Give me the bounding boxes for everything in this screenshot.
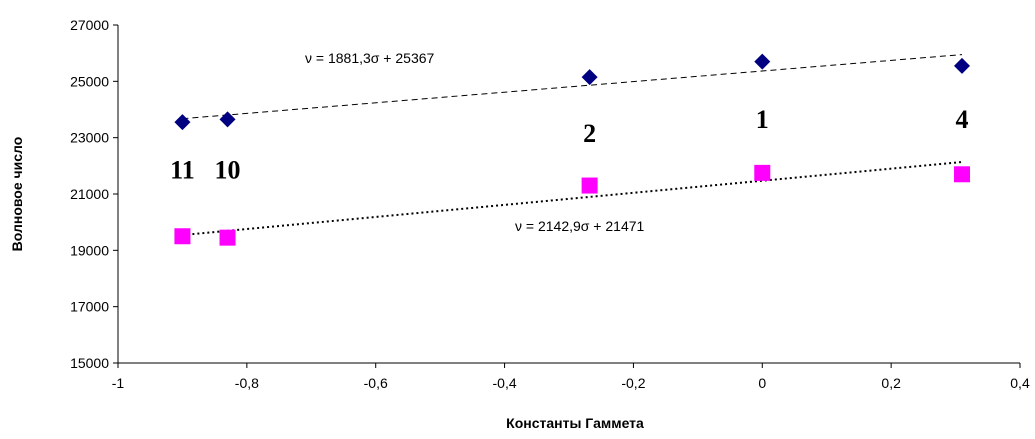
trend-equations: ν = 1881,3σ + 25367 ν = 2142,9σ + 21471	[305, 50, 645, 234]
y-tick-label: 21000	[70, 186, 109, 202]
x-tick-label: -1	[112, 375, 125, 391]
x-tick-label: -0,2	[621, 375, 645, 391]
y-axis-title: Волновое число	[9, 137, 25, 252]
square-point	[954, 166, 971, 183]
point-labels: 11 10 2 1 4	[170, 105, 968, 185]
point-label: 1	[756, 105, 769, 134]
x-tick-label: 0	[758, 375, 766, 391]
x-tick-label: -0,4	[493, 375, 517, 391]
trend-equation-1: ν = 1881,3σ + 25367	[305, 50, 435, 66]
trend-lines	[182, 54, 963, 237]
trend-line-1	[182, 54, 963, 120]
diamond-point	[954, 57, 971, 74]
square-point	[581, 177, 598, 194]
square-point	[219, 229, 236, 246]
y-tick-label: 25000	[70, 73, 109, 89]
y-tick-label: 15000	[70, 355, 109, 371]
y-tick-label: 17000	[70, 299, 109, 315]
trend-line-2	[182, 161, 963, 237]
x-tick-label: 0,2	[881, 375, 901, 391]
trend-equation-2: ν = 2142,9σ + 21471	[515, 218, 645, 234]
y-tick-label: 27000	[70, 17, 109, 33]
point-label: 11	[170, 156, 195, 185]
diamond-point	[581, 69, 598, 86]
diamond-point	[174, 114, 191, 131]
x-tick-label: 0,4	[1010, 375, 1030, 391]
diamond-point	[754, 53, 771, 70]
point-label: 10	[215, 156, 241, 185]
point-label: 2	[583, 119, 596, 148]
y-tick-label: 23000	[70, 130, 109, 146]
axes: 15000 17000 19000 21000 23000 25000 27000 -1 -0,…	[70, 17, 1030, 391]
data-points	[174, 53, 971, 246]
x-tick-label: -0,8	[235, 375, 259, 391]
y-tick-label: 19000	[70, 242, 109, 258]
point-label: 4	[956, 105, 969, 134]
square-point	[174, 228, 191, 245]
x-axis-title: Константы Гаммета	[506, 415, 644, 431]
square-point	[754, 164, 771, 181]
x-tick-label: -0,6	[364, 375, 388, 391]
diamond-point	[219, 111, 236, 128]
